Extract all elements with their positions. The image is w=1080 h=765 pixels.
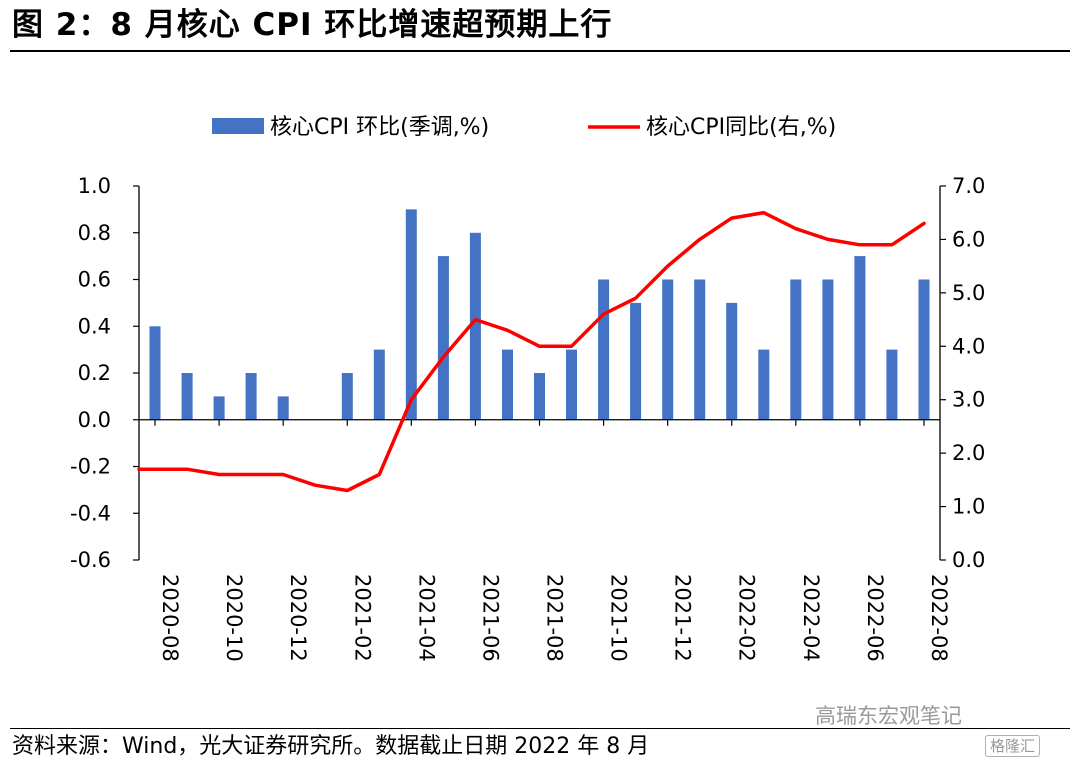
bar-2020-10	[213, 396, 225, 420]
left-tick-label: 0.0	[78, 408, 111, 432]
chart-canvas: 核心CPI 环比(季调,%) 核心CPI同比(右,%) 1.0 0.8 0.6 0.4…	[70, 115, 985, 662]
legend-bar-swatch	[212, 118, 264, 134]
bar-2020-09	[181, 373, 193, 420]
bar-2021-08	[534, 373, 545, 420]
bar-2021-06	[469, 232, 481, 420]
right-tick-label: 7.0	[952, 174, 985, 198]
right-tick-label: 5.0	[952, 281, 985, 305]
bar-2022-04	[790, 279, 802, 420]
x-tick-label: 2022-04	[799, 574, 823, 662]
bar-2022-08	[918, 279, 930, 420]
x-tick-label: 2022-06	[863, 574, 887, 662]
x-tick-label: 2021-02	[350, 574, 374, 662]
bar-2020-08	[149, 326, 161, 420]
bar-2021-09	[566, 349, 577, 420]
bar-2021-04	[405, 209, 417, 420]
watermark: 高瑞东宏观笔记	[815, 704, 962, 728]
legend: 核心CPI 环比(季调,%) 核心CPI同比(右,%)	[212, 115, 836, 140]
left-tick-label: -0.6	[70, 548, 111, 572]
right-axis-ticks: 7.0 6.0 5.0 4.0 3.0 2.0 1.0 0.0	[940, 174, 985, 572]
x-tick-label: 2021-04	[414, 574, 438, 662]
x-tick-label: 2022-08	[927, 574, 951, 662]
core-cpi-yoy-line	[137, 210, 926, 493]
legend-line-label: 核心CPI同比(右,%)	[646, 115, 836, 140]
watermark-logo: 格隆汇	[985, 735, 1041, 757]
bar-2022-01	[694, 279, 706, 420]
right-tick-label: 1.0	[952, 495, 985, 519]
bar-2022-02	[726, 302, 738, 420]
bar-2021-02	[341, 373, 353, 420]
right-tick-label: 4.0	[952, 334, 985, 358]
bar-2021-07	[502, 349, 513, 420]
bar-2020-11	[245, 373, 257, 420]
left-tick-label: 0.2	[78, 361, 111, 385]
right-tick-label: 2.0	[952, 441, 985, 465]
source-note: 资料来源：Wind，光大证券研究所。数据截止日期 2022 年 8 月	[12, 734, 650, 759]
right-tick-label: 0.0	[952, 548, 985, 572]
bar-2022-05	[822, 279, 834, 420]
left-tick-label: 0.6	[78, 268, 111, 292]
bar-2021-10	[598, 279, 610, 420]
right-tick-label: 3.0	[952, 388, 985, 412]
left-tick-label: -0.4	[70, 501, 111, 525]
line-series	[137, 210, 926, 493]
bar-2021-11	[630, 302, 642, 420]
legend-bar-label: 核心CPI 环比(季调,%)	[270, 115, 489, 140]
bar-2022-07	[886, 349, 898, 420]
left-tick-label: -0.2	[70, 455, 111, 479]
left-axis-ticks: 1.0 0.8 0.6 0.4 0.2 0.0 -0.2 -0.4 -0.6	[70, 174, 139, 572]
x-tick-label: 2020-12	[286, 574, 310, 662]
bar-2021-12	[662, 279, 674, 420]
x-tick-label: 2021-06	[478, 574, 502, 662]
footer-rule	[10, 728, 1070, 729]
bar-2021-03	[373, 349, 385, 420]
left-tick-label: 1.0	[78, 174, 111, 198]
bar-2020-12	[277, 396, 289, 420]
chart-title: 图 2：8 月核心 CPI 环比增速超预期上行	[12, 7, 613, 43]
x-tick-label: 2020-10	[222, 574, 246, 662]
bar-2022-03	[758, 349, 770, 420]
title-underline	[10, 50, 1070, 52]
bar-2022-06	[854, 256, 866, 420]
bar-series	[149, 209, 930, 420]
x-tick-label: 2021-10	[607, 574, 631, 662]
x-tick-label: 2021-12	[671, 574, 695, 662]
right-tick-label: 6.0	[952, 227, 985, 251]
left-tick-label: 0.8	[78, 221, 111, 245]
x-tick-label: 2021-08	[543, 574, 567, 662]
x-tick-label: 2022-02	[735, 574, 759, 662]
x-tick-label: 2020-08	[158, 574, 182, 662]
x-axis-ticks: 2020-08 2020-10 2020-12 2021-02 2021-04 2021-…	[154, 419, 951, 662]
bar-2021-05	[437, 256, 449, 420]
left-tick-label: 0.4	[78, 314, 111, 338]
